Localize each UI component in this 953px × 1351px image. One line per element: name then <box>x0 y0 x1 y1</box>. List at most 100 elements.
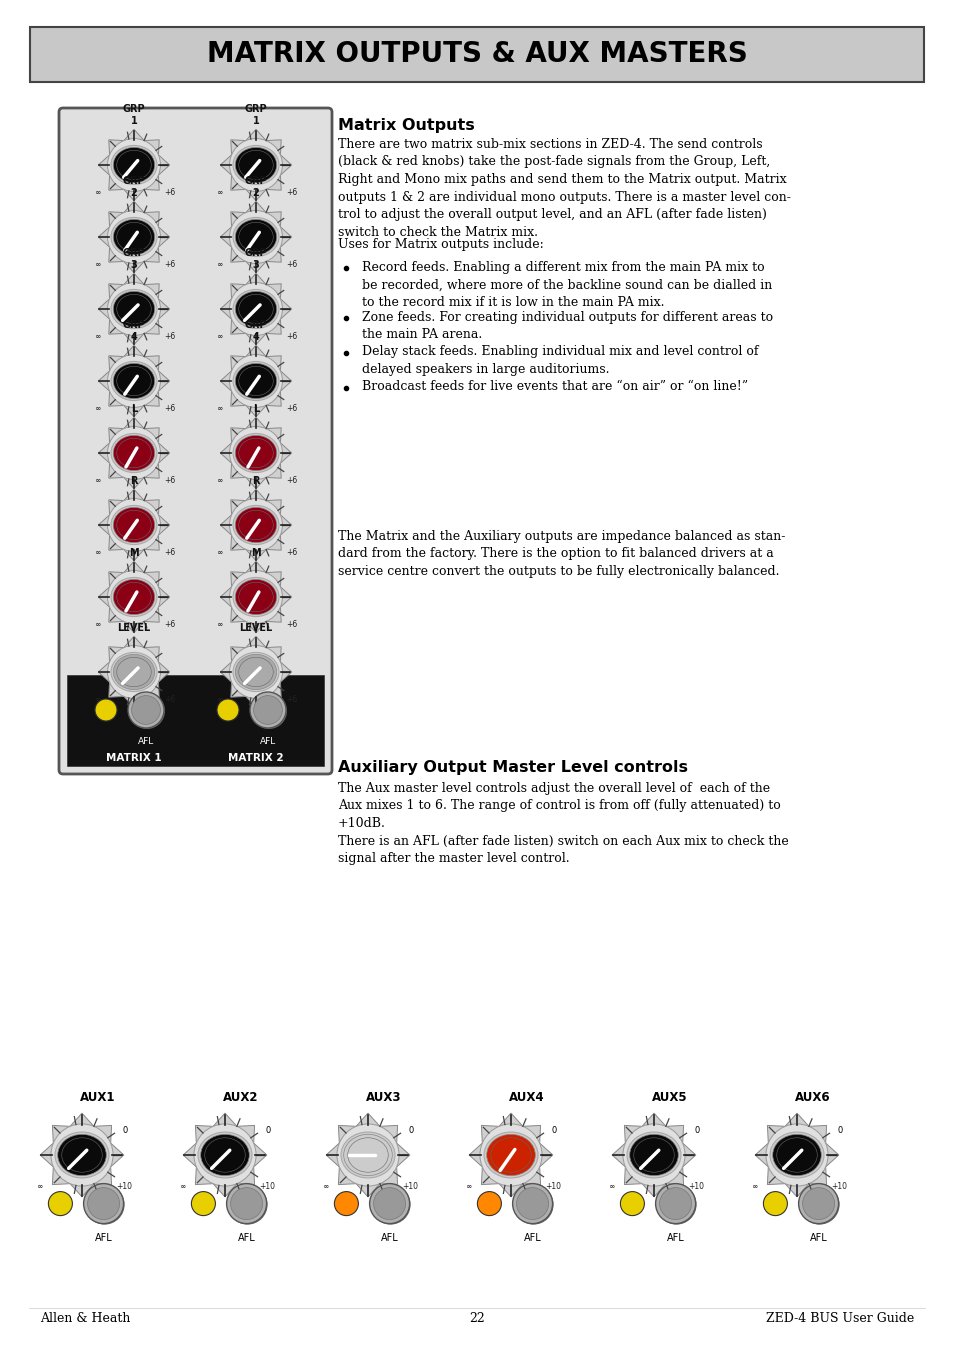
Text: AFL: AFL <box>138 738 154 746</box>
Polygon shape <box>98 130 170 201</box>
Ellipse shape <box>633 1138 674 1173</box>
Text: +6: +6 <box>164 549 175 557</box>
Text: 0: 0 <box>265 1127 271 1135</box>
Text: +6: +6 <box>286 620 297 630</box>
Ellipse shape <box>116 582 152 612</box>
Text: Zone feeds. For creating individual outputs for different areas to
the main PA a: Zone feeds. For creating individual outp… <box>361 311 772 340</box>
Circle shape <box>251 693 287 730</box>
Text: GRP
3: GRP 3 <box>244 249 267 270</box>
Circle shape <box>799 1185 839 1224</box>
Circle shape <box>335 1192 358 1216</box>
Text: AFL: AFL <box>259 738 275 746</box>
FancyBboxPatch shape <box>30 27 923 82</box>
Text: ∞: ∞ <box>218 694 222 704</box>
Text: ∞: ∞ <box>609 1182 614 1192</box>
Ellipse shape <box>626 1132 680 1178</box>
Ellipse shape <box>776 1138 817 1173</box>
Text: Matrix Outputs: Matrix Outputs <box>337 118 475 132</box>
Polygon shape <box>98 273 170 345</box>
Ellipse shape <box>111 434 157 473</box>
Text: +6: +6 <box>164 259 175 269</box>
Circle shape <box>230 139 282 192</box>
Text: ∞: ∞ <box>218 332 222 340</box>
Text: There are two matrix sub-mix sections in ZED-4. The send controls
(black & red k: There are two matrix sub-mix sections in… <box>337 138 790 239</box>
Text: +10: +10 <box>258 1182 274 1192</box>
Ellipse shape <box>116 438 152 467</box>
Text: Uses for Matrix outputs include:: Uses for Matrix outputs include: <box>337 238 543 251</box>
Text: ∞: ∞ <box>96 332 101 340</box>
Circle shape <box>108 427 160 480</box>
Text: +6: +6 <box>286 694 297 704</box>
Ellipse shape <box>116 223 152 251</box>
Ellipse shape <box>113 580 154 615</box>
Circle shape <box>798 1183 838 1224</box>
Text: 0: 0 <box>837 1127 841 1135</box>
Text: +10: +10 <box>115 1182 132 1192</box>
Ellipse shape <box>235 654 276 689</box>
Text: ∞: ∞ <box>96 549 101 557</box>
FancyBboxPatch shape <box>59 108 332 774</box>
Text: The Aux master level controls adjust the overall level of  each of the
Aux mixes: The Aux master level controls adjust the… <box>337 782 788 865</box>
Text: ZED-4 BUS User Guide: ZED-4 BUS User Guide <box>765 1312 913 1324</box>
Ellipse shape <box>238 511 273 539</box>
Polygon shape <box>612 1113 695 1197</box>
Circle shape <box>216 698 239 721</box>
Text: ∞: ∞ <box>218 476 222 485</box>
Text: MATRIX 1: MATRIX 1 <box>106 753 162 763</box>
Text: +10: +10 <box>830 1182 846 1192</box>
Ellipse shape <box>238 438 273 467</box>
Text: 0: 0 <box>694 1127 700 1135</box>
Polygon shape <box>469 1113 553 1197</box>
Text: GRP
2: GRP 2 <box>123 176 145 197</box>
Ellipse shape <box>116 511 152 539</box>
Ellipse shape <box>235 508 276 543</box>
Text: R: R <box>131 476 137 486</box>
Circle shape <box>108 570 160 623</box>
Ellipse shape <box>343 1135 392 1175</box>
Circle shape <box>228 1185 268 1224</box>
Circle shape <box>49 1192 72 1216</box>
Ellipse shape <box>116 366 152 396</box>
Text: Auxiliary Output Master Level controls: Auxiliary Output Master Level controls <box>337 761 687 775</box>
Text: Delay stack feeds. Enabling individual mix and level control of
delayed speakers: Delay stack feeds. Enabling individual m… <box>361 346 758 376</box>
Text: +6: +6 <box>286 332 297 340</box>
Text: +6: +6 <box>286 259 297 269</box>
Circle shape <box>108 354 160 408</box>
Text: GRP
1: GRP 1 <box>123 104 145 126</box>
Text: AFL: AFL <box>523 1232 541 1243</box>
Text: AFL: AFL <box>94 1232 112 1243</box>
Ellipse shape <box>233 434 278 473</box>
Circle shape <box>622 1124 684 1186</box>
Circle shape <box>476 1192 501 1216</box>
Ellipse shape <box>200 1135 249 1175</box>
Text: GRP
3: GRP 3 <box>123 249 145 270</box>
Ellipse shape <box>238 582 273 612</box>
Polygon shape <box>183 1113 267 1197</box>
Circle shape <box>230 282 282 335</box>
Ellipse shape <box>235 363 276 399</box>
Circle shape <box>108 646 160 698</box>
Circle shape <box>108 139 160 192</box>
Circle shape <box>374 1188 405 1220</box>
Text: AFL: AFL <box>237 1232 255 1243</box>
Circle shape <box>513 1185 553 1224</box>
Text: Broadcast feeds for live events that are “on air” or “on line!”: Broadcast feeds for live events that are… <box>361 381 747 393</box>
Ellipse shape <box>235 580 276 615</box>
Polygon shape <box>220 489 292 561</box>
Text: AFL: AFL <box>666 1232 683 1243</box>
Text: ∞: ∞ <box>218 259 222 269</box>
Circle shape <box>231 1188 262 1220</box>
Circle shape <box>619 1192 643 1216</box>
Text: ∞: ∞ <box>466 1182 471 1192</box>
Text: MATRIX 2: MATRIX 2 <box>228 753 283 763</box>
Circle shape <box>517 1188 548 1220</box>
Polygon shape <box>98 417 170 489</box>
Text: M: M <box>251 549 260 558</box>
Text: +6: +6 <box>164 620 175 630</box>
Ellipse shape <box>198 1132 252 1178</box>
Circle shape <box>253 696 282 724</box>
Circle shape <box>512 1183 552 1224</box>
Circle shape <box>85 1185 125 1224</box>
Text: MATRIX OUTPUTS & AUX MASTERS: MATRIX OUTPUTS & AUX MASTERS <box>207 41 746 69</box>
Text: AFL: AFL <box>809 1232 826 1243</box>
